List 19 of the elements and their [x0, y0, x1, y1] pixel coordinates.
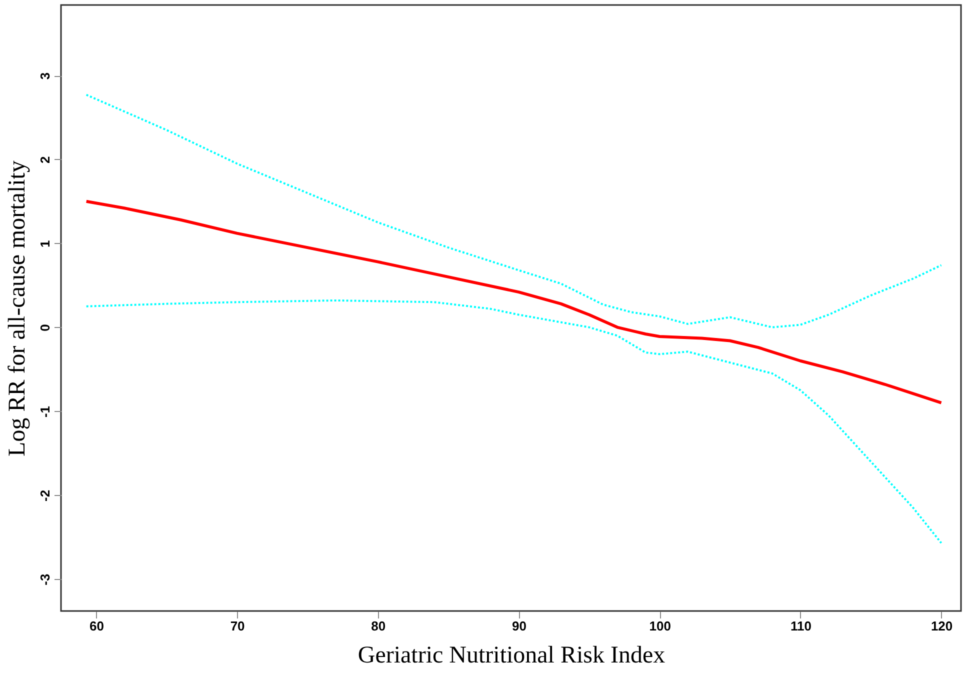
- x-tick-label: 90: [512, 618, 526, 634]
- x-tick-label: 80: [371, 618, 386, 634]
- x-tick-label: 110: [790, 618, 812, 634]
- y-tick-label: 3: [38, 72, 52, 80]
- line-series: [85, 94, 942, 328]
- x-axis-title: Geriatric Nutritional Risk Index: [358, 642, 666, 668]
- x-tick-label: 60: [89, 618, 104, 634]
- line-series: [84, 200, 943, 404]
- x-tick-label: 100: [649, 618, 671, 634]
- x-tick-label: 120: [930, 618, 953, 634]
- y-tick-label: 0: [38, 324, 52, 332]
- line-series: [85, 299, 942, 544]
- y-tick-label: 1: [38, 240, 52, 248]
- y-tick-label: 2: [38, 156, 52, 164]
- y-tick-label: -2: [38, 490, 52, 502]
- x-tick-label: 70: [230, 618, 245, 634]
- y-tick-label: -3: [38, 574, 52, 586]
- y-tick-label: -1: [38, 406, 52, 418]
- y-axis-title: Log RR for all-cause mortality: [4, 160, 30, 456]
